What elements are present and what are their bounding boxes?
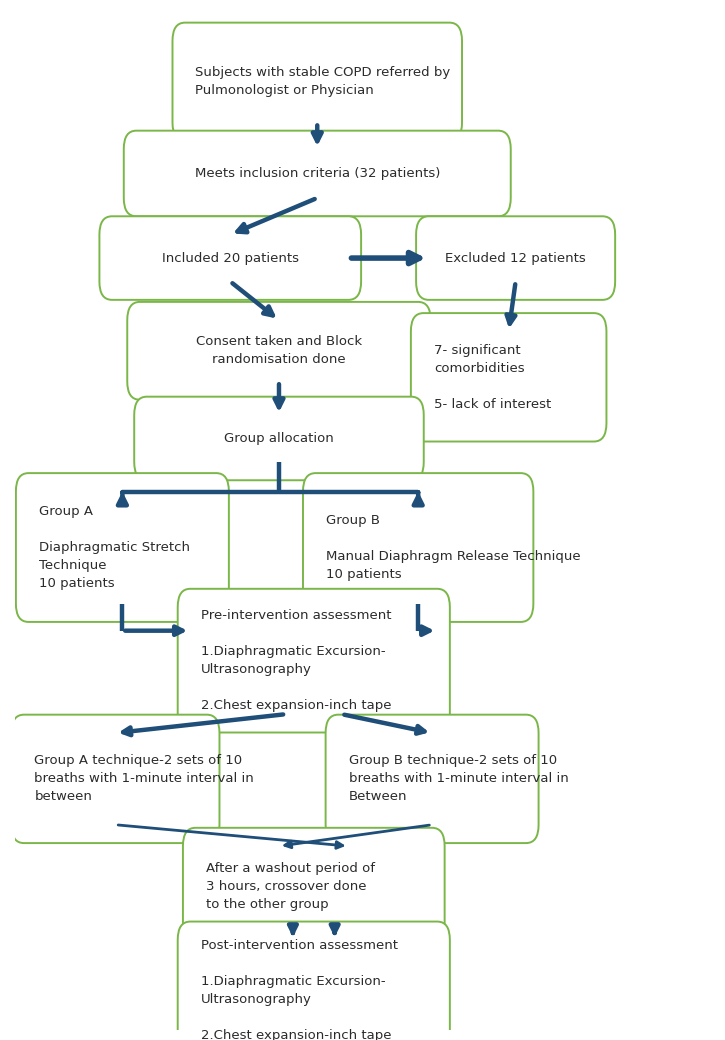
FancyBboxPatch shape [16,473,229,622]
FancyBboxPatch shape [134,396,423,480]
Text: 7- significant
comorbidities

5- lack of interest: 7- significant comorbidities 5- lack of … [434,344,551,411]
FancyBboxPatch shape [326,714,539,843]
Text: Group A technique-2 sets of 10
breaths with 1-minute interval in
between: Group A technique-2 sets of 10 breaths w… [34,754,254,803]
FancyBboxPatch shape [124,131,510,216]
Text: Included 20 patients: Included 20 patients [162,252,299,264]
Text: Group B

Manual Diaphragm Release Technique
10 patients: Group B Manual Diaphragm Release Techniq… [326,514,581,581]
Text: After a washout period of
3 hours, crossover done
to the other group: After a washout period of 3 hours, cross… [206,862,375,911]
Text: Subjects with stable COPD referred by
Pulmonologist or Physician: Subjects with stable COPD referred by Pu… [196,67,451,98]
FancyBboxPatch shape [183,828,444,946]
Text: Consent taken and Block
randomisation done: Consent taken and Block randomisation do… [196,335,362,366]
FancyBboxPatch shape [411,313,606,442]
FancyBboxPatch shape [416,216,615,300]
Text: Group A

Diaphragmatic Stretch
Technique
10 patients: Group A Diaphragmatic Stretch Technique … [39,505,190,590]
FancyBboxPatch shape [128,302,431,399]
Text: Pre-intervention assessment

1.Diaphragmatic Excursion-
Ultrasonography

2.Chest: Pre-intervention assessment 1.Diaphragma… [201,609,392,712]
FancyBboxPatch shape [178,921,450,1040]
Text: Meets inclusion criteria (32 patients): Meets inclusion criteria (32 patients) [194,167,440,180]
FancyBboxPatch shape [178,589,450,732]
Text: Excluded 12 patients: Excluded 12 patients [445,252,586,264]
FancyBboxPatch shape [173,23,462,140]
Text: Group B technique-2 sets of 10
breaths with 1-minute interval in
Between: Group B technique-2 sets of 10 breaths w… [349,754,568,803]
FancyBboxPatch shape [99,216,361,300]
Text: Post-intervention assessment

1.Diaphragmatic Excursion-
Ultrasonography

2.Ches: Post-intervention assessment 1.Diaphragm… [201,939,398,1040]
FancyBboxPatch shape [303,473,534,622]
FancyBboxPatch shape [12,714,220,843]
Text: Group allocation: Group allocation [224,432,334,445]
